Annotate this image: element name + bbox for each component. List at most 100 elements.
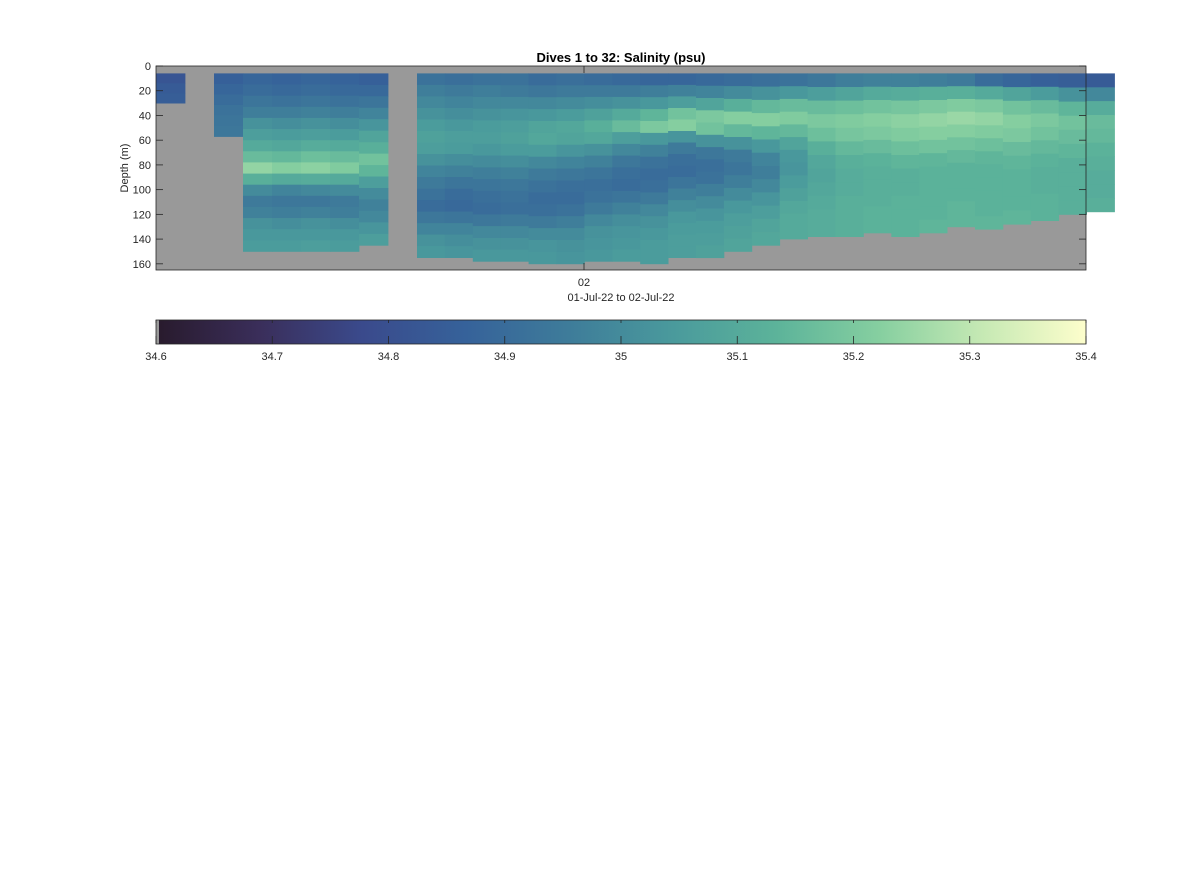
heatmap-cell (556, 216, 585, 229)
heatmap-cell (1002, 100, 1032, 115)
heatmap-cell (1058, 101, 1087, 117)
heatmap-cell (723, 73, 753, 87)
heatmap-cell (975, 177, 1004, 191)
heatmap-cell (835, 141, 864, 156)
heatmap-cell (668, 177, 697, 189)
heatmap-cell (612, 179, 641, 192)
heatmap-cell (668, 131, 697, 143)
heatmap-cell (243, 184, 273, 197)
heatmap-cell (779, 73, 808, 87)
heatmap-cell (1030, 180, 1060, 195)
heatmap-cell (556, 97, 585, 110)
x-axis: 02 (578, 66, 590, 289)
heatmap-cell (500, 190, 529, 203)
heatmap-cell (891, 114, 920, 129)
heatmap-cell (751, 73, 781, 87)
heatmap-cell (528, 85, 557, 98)
heatmap-cell (779, 98, 808, 112)
heatmap-cell (807, 87, 836, 101)
heatmap-cell (500, 155, 529, 168)
heatmap-cell (472, 179, 502, 192)
heatmap-cell (1058, 172, 1087, 187)
heatmap-cell (472, 249, 502, 262)
heatmap-cell (751, 205, 781, 220)
heatmap-cell (751, 192, 781, 206)
heatmap-cell (330, 195, 360, 208)
heatmap-cell (640, 168, 669, 181)
heatmap-cell (612, 237, 641, 250)
heatmap-cell (528, 192, 557, 205)
x-tick-label: 02 (578, 277, 590, 289)
heatmap-cell (947, 73, 976, 87)
heatmap-cell (556, 192, 585, 205)
heatmap-cell (863, 219, 892, 234)
plot-area (155, 65, 1115, 271)
heatmap-cell (417, 73, 446, 86)
heatmap-cell (947, 201, 976, 215)
heatmap-cell (330, 240, 360, 252)
heatmap-cell (272, 184, 302, 197)
heatmap-cell (612, 190, 641, 203)
heatmap-cell (472, 73, 502, 86)
heatmap-cell (1030, 126, 1060, 141)
heatmap-cell (696, 147, 725, 160)
heatmap-cell (668, 84, 697, 97)
heatmap-cell (668, 188, 697, 201)
heatmap-cell (472, 108, 502, 121)
heatmap-cell (214, 126, 244, 137)
heatmap-cell (863, 153, 892, 167)
heatmap-cell (723, 213, 753, 227)
heatmap-cell (472, 132, 502, 145)
heatmap-cell (919, 73, 948, 88)
heatmap-cell (612, 214, 641, 227)
heatmap-cell (330, 95, 360, 108)
heatmap-cell (214, 83, 244, 95)
heatmap-cell (472, 120, 502, 133)
heatmap-cell (723, 238, 753, 252)
heatmap-cell (272, 162, 302, 174)
heatmap-cell (668, 154, 697, 166)
y-tick-label: 60 (139, 135, 151, 147)
heatmap-cell (301, 206, 331, 219)
heatmap-cell (301, 129, 331, 141)
y-tick-label: 120 (133, 209, 151, 221)
heatmap-cell (975, 164, 1004, 178)
heatmap-cell (835, 223, 864, 237)
heatmap-cell (835, 168, 864, 183)
heatmap-cell (751, 126, 781, 140)
heatmap-cell (919, 193, 948, 207)
heatmap-cell (1086, 128, 1115, 143)
heatmap-cell (1002, 169, 1032, 184)
heatmap-cell (612, 85, 641, 98)
heatmap-cell (751, 232, 781, 246)
heatmap-cell (528, 121, 557, 134)
heatmap-cell (444, 246, 474, 258)
heatmap-cell (947, 162, 976, 176)
heatmap-cell (668, 119, 697, 132)
heatmap-cell (696, 196, 725, 209)
heatmap-cell (1002, 210, 1032, 225)
heatmap-cell (301, 173, 331, 186)
heatmap-cell (779, 137, 808, 151)
heatmap-cell (723, 137, 753, 151)
heatmap-cell (417, 200, 446, 212)
heatmap-cell (612, 120, 641, 133)
heatmap-cell (696, 134, 725, 148)
heatmap-cell (444, 188, 474, 201)
heatmap-cell (696, 171, 725, 185)
heatmap-cell (417, 96, 446, 109)
heatmap-cell (556, 85, 585, 98)
heatmap-cell (444, 96, 474, 109)
heatmap-cell (330, 117, 360, 130)
heatmap-cell (444, 108, 474, 120)
heatmap-cell (1058, 129, 1087, 145)
heatmap-cell (612, 108, 641, 121)
heatmap-cell (301, 240, 331, 252)
heatmap-cell (1086, 142, 1115, 157)
heatmap-cell (444, 73, 474, 86)
heatmap-cell (272, 73, 302, 85)
heatmap-cell (723, 86, 753, 100)
heatmap-cell (668, 165, 697, 178)
y-tick-label: 20 (139, 86, 151, 98)
heatmap-cell (301, 229, 331, 241)
